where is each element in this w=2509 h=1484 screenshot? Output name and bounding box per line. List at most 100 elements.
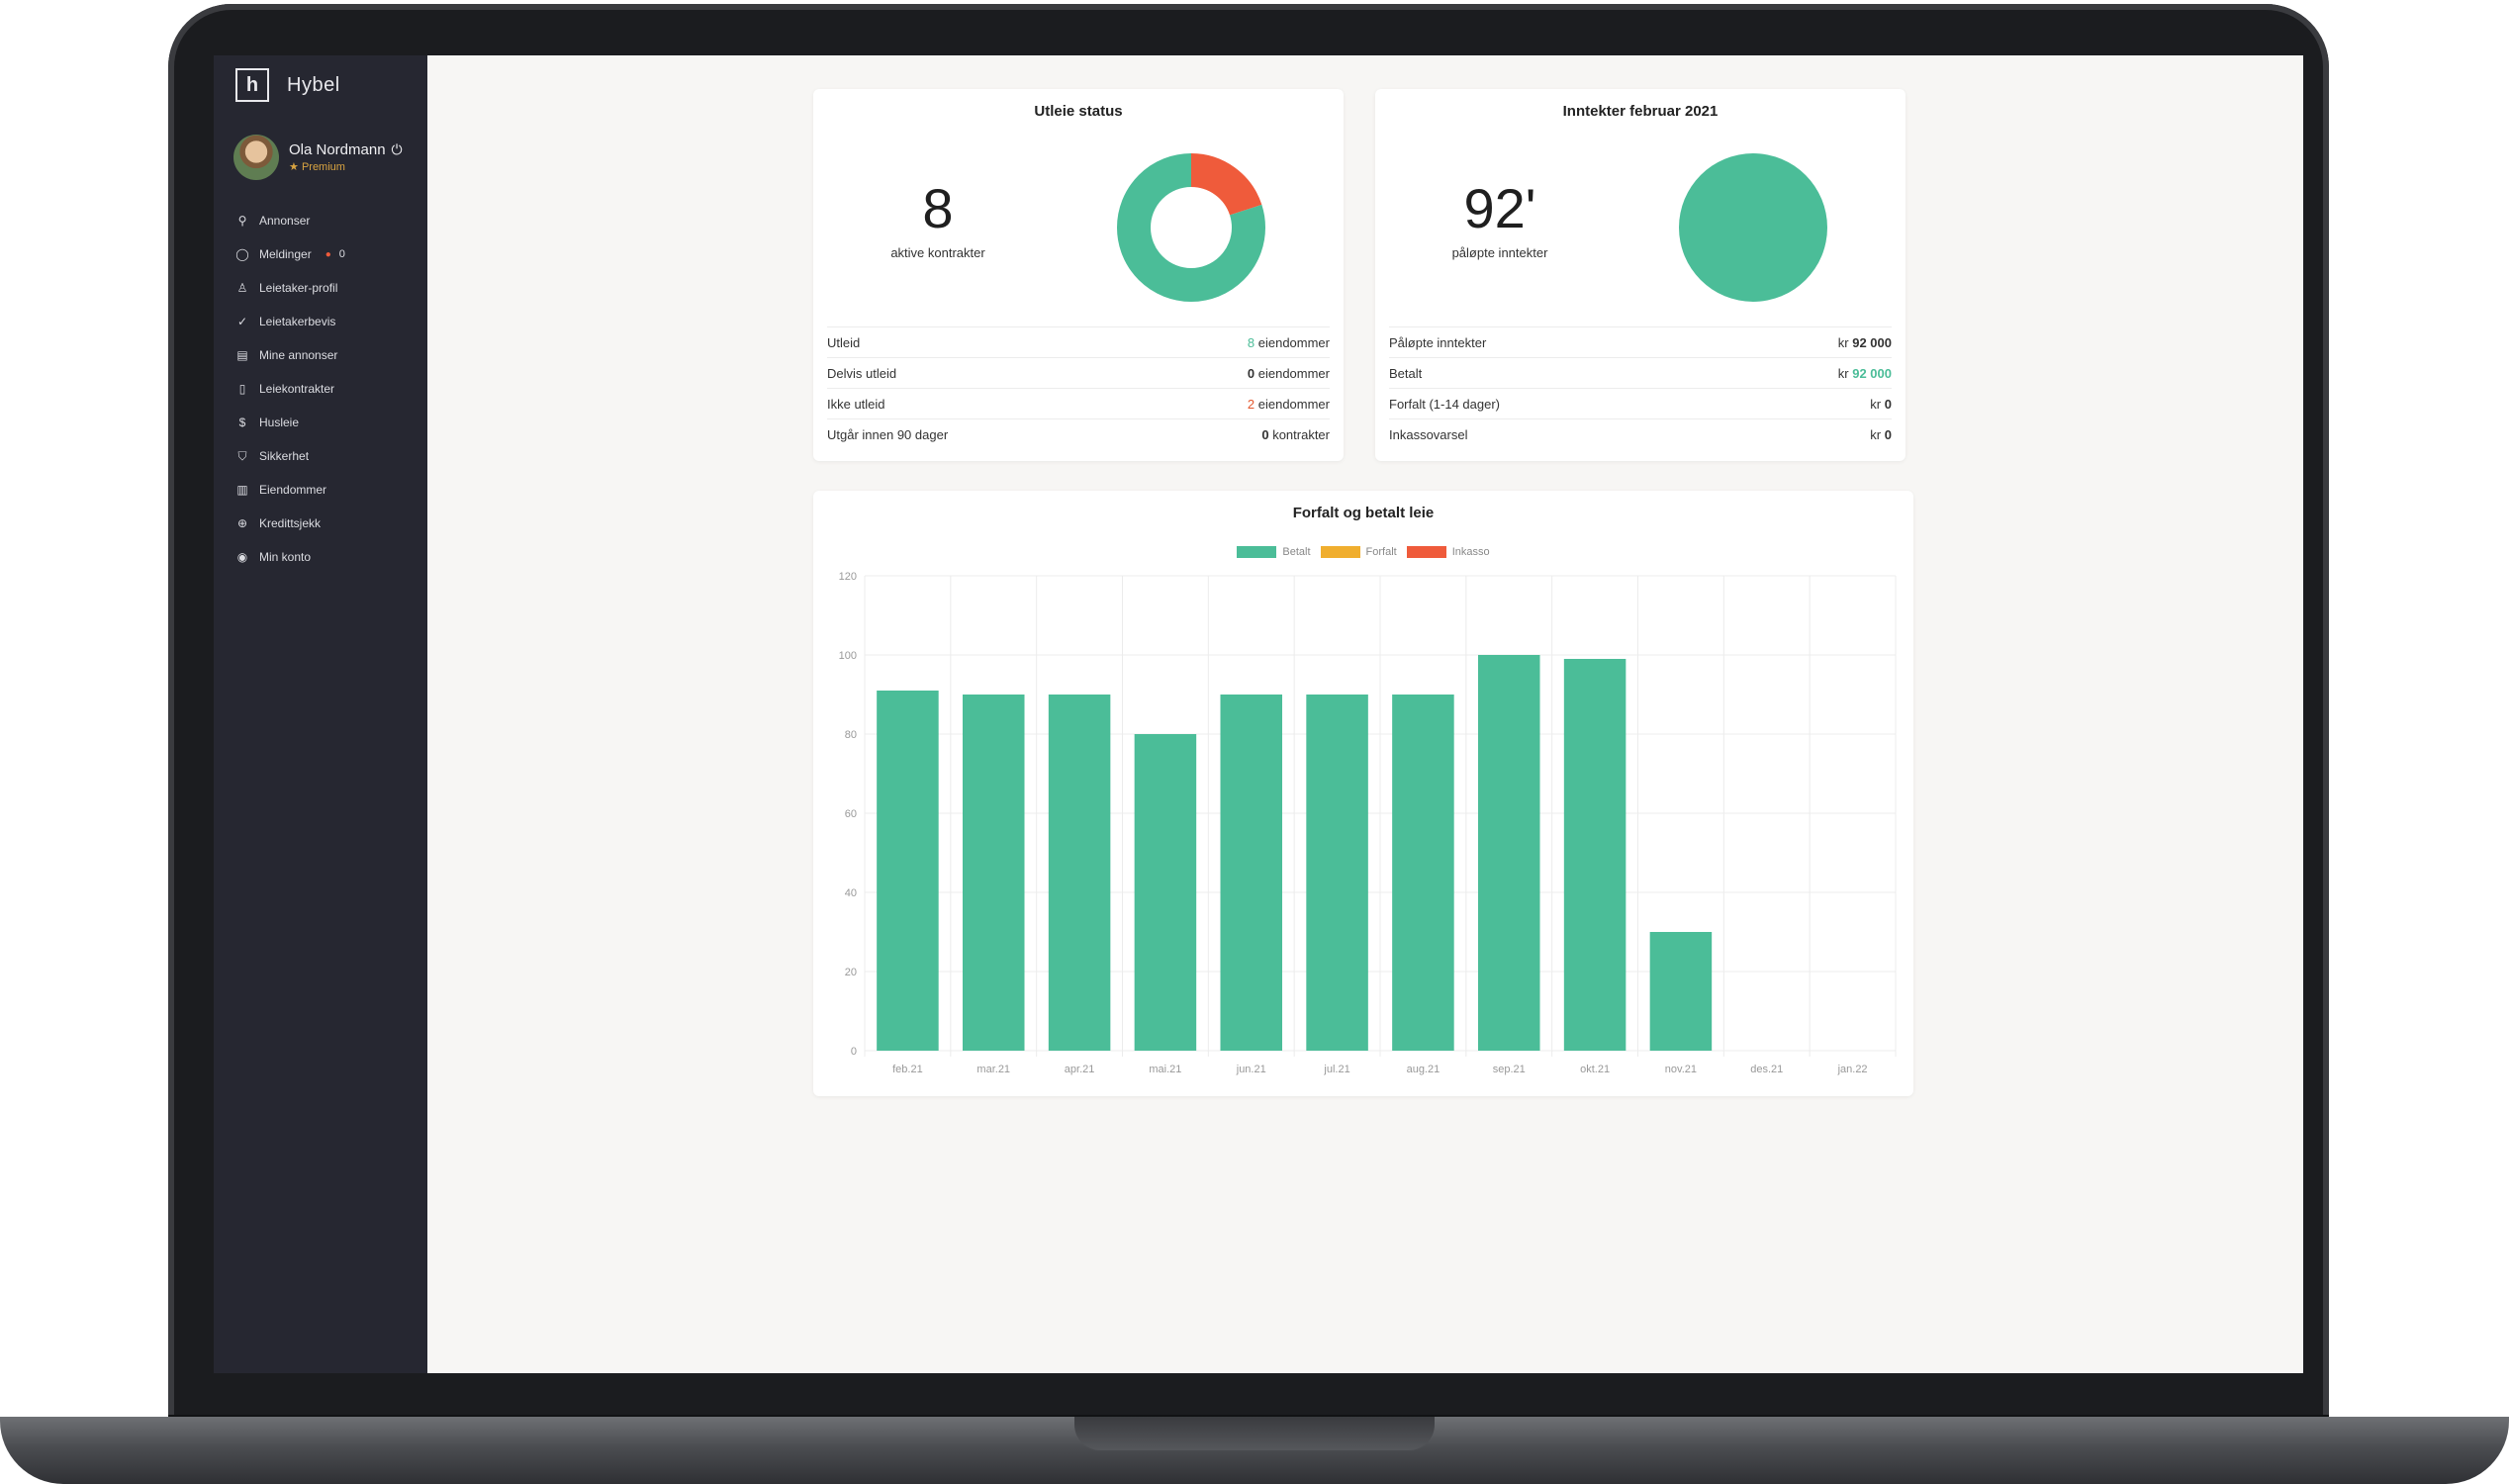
sidebar-item-annonser[interactable]: ⚲ Annonser [214,204,427,237]
bar-okt.21[interactable] [1563,659,1626,1051]
x-tick-label: apr.21 [1065,1064,1095,1075]
sidebar-item-label: Mine annonser [259,348,338,362]
status-row-utgar: Utgår innen 90 dager 0 kontrakter [827,418,1330,449]
bar-jul.21[interactable] [1306,695,1368,1051]
sidebar-item-label: Kredittsjekk [259,516,322,530]
laptop-notch [1074,1417,1435,1450]
income-row-betalt: Betalt kr 92 000 [1389,357,1892,388]
chart-legend: Betalt Forfalt Inkasso [813,546,1913,558]
income-pie-chart [1679,153,1827,302]
income-row-forfalt: Forfalt (1-14 dager) kr 0 [1389,388,1892,418]
legend-forfalt[interactable]: Forfalt [1320,546,1397,558]
card-title: Inntekter februar 2021 [1562,103,1719,120]
user-level: Premium [301,161,345,173]
legend-inkasso[interactable]: Inkasso [1406,546,1490,558]
sidebar-item-label: Min konto [259,550,312,564]
sidebar-item-label: Eiendommer [259,483,327,497]
income-rows: Påløpte inntekter kr 92 000 Betalt kr 92… [1389,326,1892,449]
x-tick-label: nov.21 [1665,1064,1697,1075]
sidebar-item-leietakerbevis[interactable]: ✓ Leietakerbevis [214,305,427,338]
shield-check-icon: ⛉ [237,448,247,463]
active-contracts-value: 8 [922,177,954,239]
bar-aug.21[interactable] [1392,695,1454,1051]
sidebar-item-meldinger[interactable]: ◯ Meldinger ● 0 [214,237,427,271]
sidebar-item-label: Meldinger [259,247,312,261]
search-icon: ⚲ [237,214,247,228]
star-icon: ★ [289,161,299,173]
x-tick-label: jan.22 [1837,1064,1868,1075]
sidebar-nav: ⚲ Annonser ◯ Meldinger ● 0 ♙ Leietaker-p… [214,204,427,574]
sidebar-item-sikkerhet[interactable]: ⛉ Sikkerhet [214,439,427,473]
sidebar-item-leiekontrakter[interactable]: ▯ Leiekontrakter [214,372,427,406]
donut-slice-utleid [1117,153,1265,302]
y-tick-label: 60 [845,808,857,820]
bar-chart: 0 20 40 60 80 100 120 feb.21 mar.21 apr.21 mai.21 j… [839,571,1897,1075]
brand[interactable]: h Hybel [235,68,340,102]
status-rows: Utleid 8 eiendommer Delvis utleid 0 eien… [827,326,1330,449]
bar-jun.21[interactable] [1220,695,1283,1051]
sidebar-item-leietaker-profil[interactable]: ♙ Leietaker-profil [214,271,427,305]
rental-donut-chart [1117,153,1265,302]
sidebar-item-label: Husleie [259,416,300,429]
sidebar-item-eiendommer[interactable]: ▥ Eiendommer [214,473,427,507]
y-tick-label: 0 [851,1046,857,1058]
y-tick-label: 40 [845,887,857,899]
x-tick-label: okt.21 [1580,1064,1610,1075]
status-row-utleid: Utleid 8 eiendommer [827,326,1330,357]
income-card: Inntekter februar 2021 92' påløpte innte… [1375,89,1905,461]
sidebar-item-label: Annonser [259,214,311,228]
chat-icon: ◯ [235,247,249,261]
hybel-logo-icon: h [235,68,269,102]
avatar [233,135,279,180]
legend-betalt[interactable]: Betalt [1237,546,1311,558]
account-icon: ◉ [236,550,248,564]
y-tick-label: 100 [839,650,857,662]
sidebar-item-min-konto[interactable]: ◉ Min konto [214,540,427,574]
sidebar-item-kredittsjekk[interactable]: ⊕ Kredittsjekk [214,507,427,540]
sidebar: h Hybel Ola Nordmann ⏻ ★ Premium ⚲ Annon… [214,55,427,1373]
sidebar-item-label: Sikkerhet [259,449,310,463]
brand-name: Hybel [287,73,340,96]
bar-apr.21[interactable] [1048,695,1111,1051]
bar-sep.21[interactable] [1477,655,1540,1051]
check-circle-icon: ✓ [236,315,248,328]
message-count: 0 [338,248,345,260]
rent-chart-card: Forfalt og betalt leie Betalt Forfalt In… [813,491,1913,1096]
card-title: Utleie status [1034,103,1123,120]
x-tick-label: sep.21 [1493,1064,1526,1075]
income-label: påløpte inntekter [1451,245,1548,260]
user-name: Ola Nordmann [289,141,386,158]
screen: h Hybel Ola Nordmann ⏻ ★ Premium ⚲ Annon… [214,55,2303,1373]
status-row-delvis-utleid: Delvis utleid 0 eiendommer [827,357,1330,388]
income-value: 92' [1463,177,1536,239]
chart-title: Forfalt og betalt leie [1292,505,1435,521]
x-tick-label: jul.21 [1323,1064,1349,1075]
bar-mai.21[interactable] [1134,734,1197,1051]
y-tick-label: 120 [839,571,857,583]
y-tick-label: 20 [845,967,857,978]
document-icon: ▯ [238,382,246,396]
income-pie-slice [1679,153,1827,302]
sidebar-item-label: Leiekontrakter [259,382,335,396]
y-tick-label: 80 [845,729,857,741]
bar-feb.21[interactable] [877,691,939,1051]
bar-nov.21[interactable] [1649,932,1713,1051]
unread-dot-icon: ● [325,248,331,260]
income-row-inkassovarsel: Inkassovarsel kr 0 [1389,418,1892,449]
bar-mar.21[interactable] [962,695,1025,1051]
x-tick-label: jun.21 [1236,1064,1266,1075]
sidebar-item-label: Leietaker-profil [259,281,338,295]
money-icon: $ [238,416,246,429]
income-row-palopte: Påløpte inntekter kr 92 000 [1389,326,1892,357]
sidebar-item-label: Leietakerbevis [259,315,336,328]
x-tick-label: aug.21 [1407,1064,1440,1075]
building-icon: ▥ [236,483,248,497]
user-profile[interactable]: Ola Nordmann ⏻ ★ Premium [233,135,403,180]
power-icon[interactable]: ⏻ [391,141,403,157]
user-icon: ♙ [236,281,248,295]
x-tick-label: des.21 [1750,1064,1783,1075]
sidebar-item-husleie[interactable]: $ Husleie [214,406,427,439]
x-tick-label: feb.21 [892,1064,923,1075]
sidebar-item-mine-annonser[interactable]: ▤ Mine annonser [214,338,427,372]
status-row-ikke-utleid: Ikke utleid 2 eiendommer [827,388,1330,418]
